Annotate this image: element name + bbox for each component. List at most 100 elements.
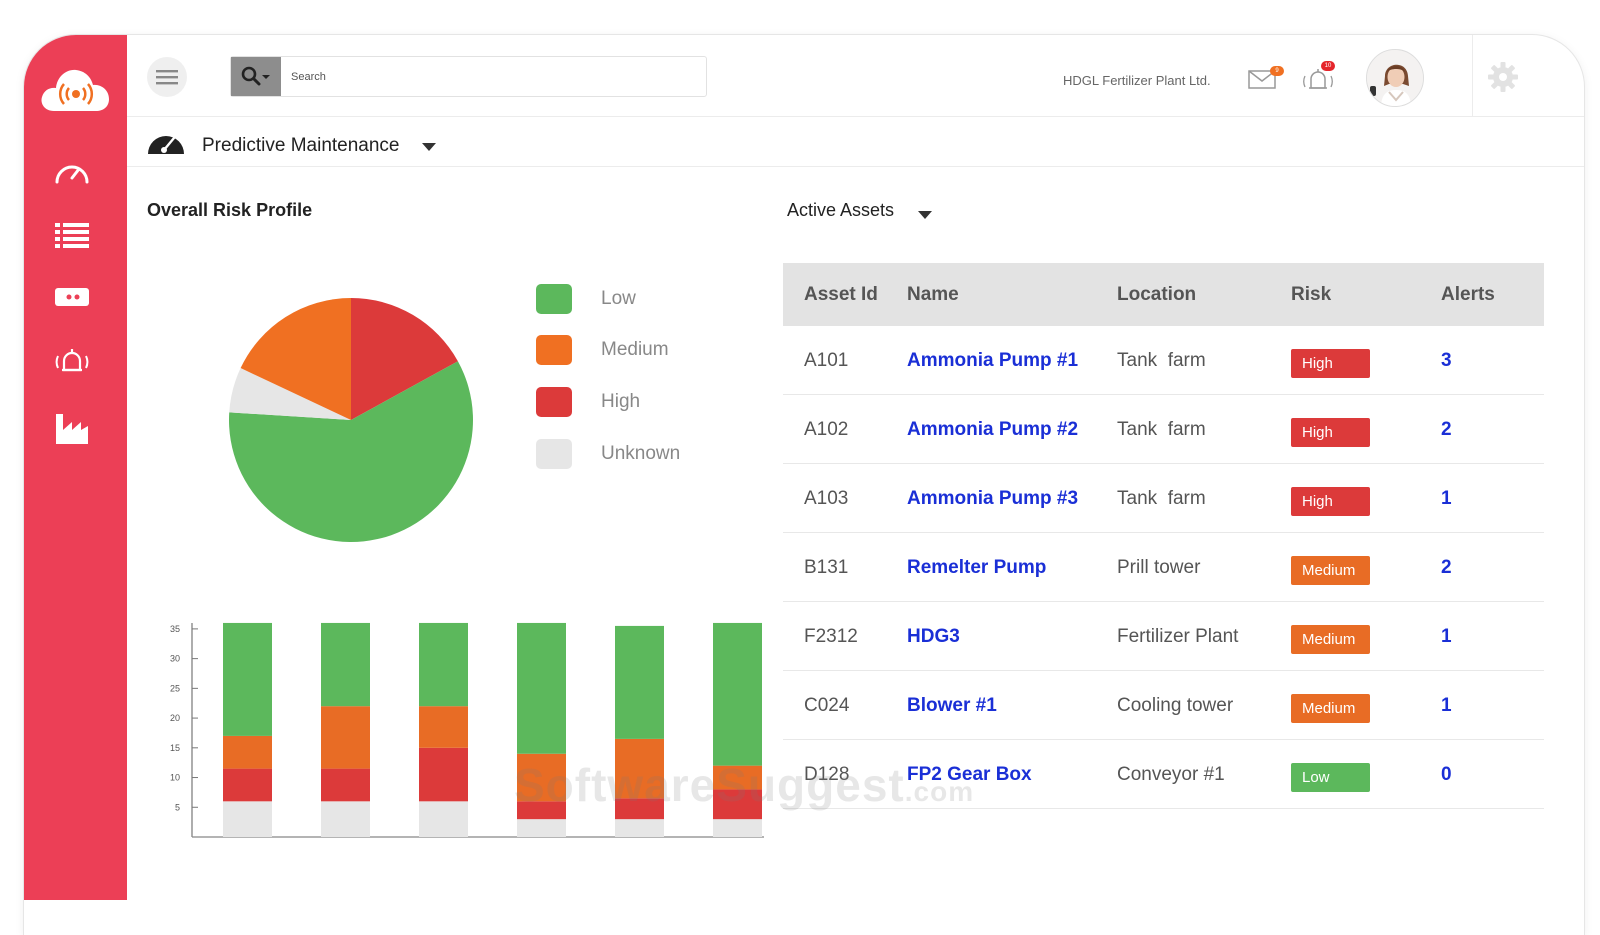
bar-segment-high (615, 798, 664, 820)
hamburger-menu-icon[interactable] (147, 57, 187, 97)
table-row[interactable]: B131 Remelter Pump Prill tower Medium 2 (783, 533, 1544, 602)
bar-segment-medium (517, 753, 566, 802)
risk-badge: Medium (1291, 625, 1370, 654)
bar-segment-high (223, 768, 272, 802)
dashboard-gauge-icon[interactable] (48, 151, 96, 191)
bar-segment-low (713, 622, 762, 766)
y-tick-label: 10 (170, 773, 180, 783)
bar-segment-low (321, 622, 370, 707)
col-alerts[interactable]: Alerts (1441, 284, 1495, 305)
y-tick-label: 25 (170, 683, 180, 693)
bar-segment-high (321, 768, 370, 802)
table-row[interactable]: D128 FP2 Gear Box Conveyor #1 Low 0 (783, 740, 1544, 809)
alerts-count-link[interactable]: 1 (1441, 695, 1452, 716)
search-bar (230, 56, 707, 97)
asset-name-link[interactable]: FP2 Gear Box (907, 764, 1032, 785)
asset-name-link[interactable]: Ammonia Pump #1 (907, 350, 1079, 371)
asset-id-cell: F2312 (804, 626, 858, 647)
active-assets-title: Active Assets (787, 200, 895, 220)
bar-segment-unknown (615, 819, 664, 837)
top-header: HDGL Fertilizer Plant Ltd. 9 10 (127, 35, 1584, 117)
pie-slice-low (229, 361, 473, 543)
y-tick-label: 30 (170, 654, 180, 664)
asset-name-link[interactable]: Remelter Pump (907, 557, 1047, 578)
asset-location-cell: Cooling tower (1117, 695, 1234, 716)
alerts-count-link[interactable]: 2 (1441, 557, 1452, 578)
col-name[interactable]: Name (907, 284, 959, 305)
col-asset-id[interactable]: Asset Id (804, 284, 878, 305)
asset-id-cell: A103 (804, 488, 849, 509)
app-window: HDGL Fertilizer Plant Ltd. 9 10 (24, 35, 1584, 935)
table-body: A101 Ammonia Pump #1 Tank farm High 3 A102 Amm… (783, 326, 1544, 809)
active-assets-dropdown-caret-icon[interactable] (917, 207, 933, 225)
bar-segment-medium (615, 738, 664, 799)
asset-name-link[interactable]: Ammonia Pump #2 (907, 419, 1079, 440)
bar-segment-low (615, 625, 664, 739)
risk-pie-chart (229, 298, 473, 543)
user-avatar[interactable] (1366, 49, 1424, 107)
risk-badge: Medium (1291, 556, 1370, 585)
col-risk[interactable]: Risk (1291, 284, 1332, 305)
asset-id-cell: D128 (804, 764, 850, 785)
bar-segment-high (517, 801, 566, 820)
table-row[interactable]: A102 Ammonia Pump #2 Tank farm High 2 (783, 395, 1544, 464)
asset-location-cell: Fertilizer Plant (1117, 626, 1239, 647)
y-tick-label: 20 (170, 713, 180, 723)
asset-location-cell: Prill tower (1117, 557, 1201, 578)
legend-item-unknown: Unknown (536, 439, 680, 469)
asset-name-link[interactable]: Blower #1 (907, 695, 997, 716)
bar-segment-medium (713, 765, 762, 790)
alerts-count-link[interactable]: 1 (1441, 488, 1452, 509)
module-title: Predictive Maintenance (202, 135, 400, 156)
mail-icon[interactable]: 9 (1248, 66, 1284, 92)
table-row[interactable]: A103 Ammonia Pump #3 Tank farm High 1 (783, 464, 1544, 533)
factory-icon[interactable] (48, 409, 96, 449)
pie-slice-unknown (229, 368, 351, 420)
bar-segment-unknown (517, 819, 566, 837)
sidebar (24, 35, 127, 900)
table-row[interactable]: C024 Blower #1 Cooling tower Medium 1 (783, 671, 1544, 740)
bar-segment-high (419, 747, 468, 802)
y-tick-label: 15 (170, 743, 180, 753)
search-input[interactable] (283, 57, 703, 96)
alarm-count-badge: 10 (1321, 61, 1335, 71)
alerts-count-link[interactable]: 0 (1441, 764, 1452, 785)
assets-table: Asset Id Name Location Risk Alerts A101 A… (783, 263, 1544, 809)
search-icon[interactable] (231, 57, 281, 96)
legend-swatch-unknown (536, 439, 572, 469)
legend-label-high: High (601, 391, 641, 412)
table-row[interactable]: A101 Ammonia Pump #1 Tank farm High 3 (783, 326, 1544, 395)
alerts-count-link[interactable]: 1 (1441, 626, 1452, 647)
risk-badge: High (1291, 487, 1370, 516)
cloud-logo-icon (38, 59, 114, 119)
legend-item-low: Low (536, 284, 636, 314)
module-dropdown-caret-icon[interactable] (421, 139, 437, 157)
asset-location-cell: Tank farm (1117, 419, 1206, 440)
risk-badge: Medium (1291, 694, 1370, 723)
risk-trend-bar-chart: 510152025303510-Oct-201912-Oct-201914-Oc… (170, 622, 764, 838)
table-row[interactable]: F2312 HDG3 Fertilizer Plant Medium 1 (783, 602, 1544, 671)
bar-segment-high (713, 789, 762, 820)
alarm-bell-icon[interactable]: 10 (1299, 61, 1341, 93)
col-location[interactable]: Location (1117, 284, 1197, 305)
alarm-icon[interactable] (48, 341, 96, 381)
list-icon[interactable] (48, 215, 96, 255)
bar-segment-medium (321, 706, 370, 769)
risk-badge: Low (1291, 763, 1370, 792)
alerts-count-link[interactable]: 3 (1441, 350, 1452, 371)
asset-id-cell: B131 (804, 557, 849, 578)
bar-segment-unknown (713, 819, 762, 837)
device-icon[interactable] (48, 277, 96, 317)
asset-id-cell: A102 (804, 419, 849, 440)
asset-name-link[interactable]: HDG3 (907, 626, 960, 647)
settings-gear-icon[interactable] (1487, 61, 1519, 93)
module-bar: Predictive Maintenance (127, 117, 1584, 167)
bar-segment-low (517, 622, 566, 754)
legend-swatch-low (536, 284, 572, 314)
asset-id-cell: C024 (804, 695, 850, 716)
alerts-count-link[interactable]: 2 (1441, 419, 1452, 440)
risk-badge: High (1291, 418, 1370, 447)
company-name: HDGL Fertilizer Plant Ltd. (1063, 73, 1211, 88)
asset-name-link[interactable]: Ammonia Pump #3 (907, 488, 1079, 509)
bar-segment-unknown (321, 801, 370, 837)
